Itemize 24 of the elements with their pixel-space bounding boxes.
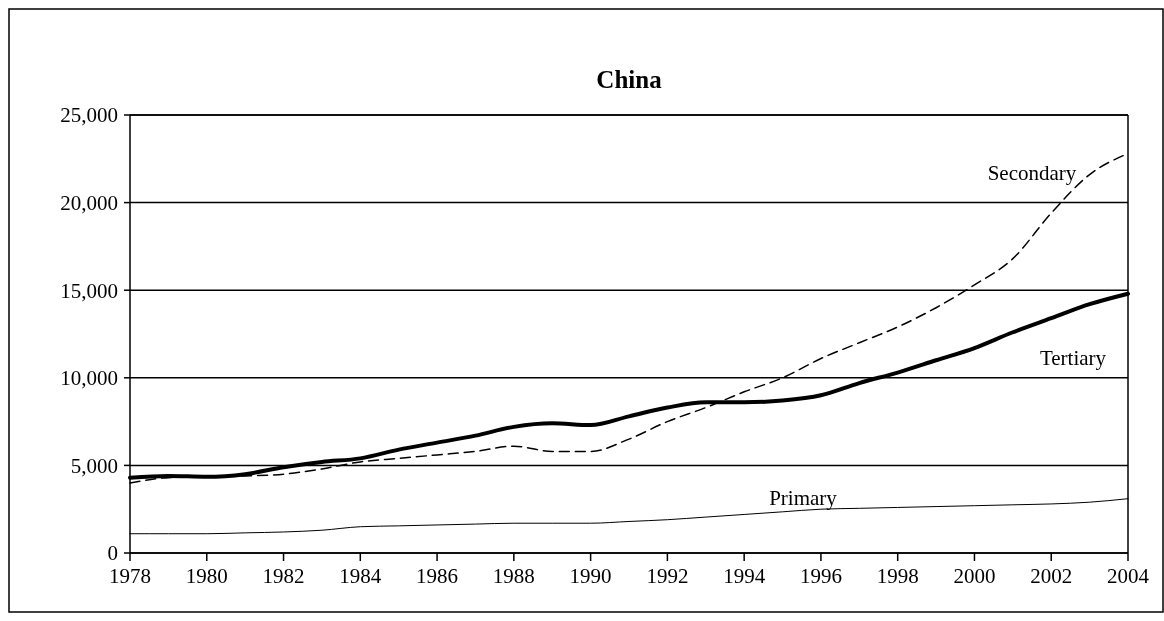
x-tick-label: 1992 xyxy=(646,564,689,588)
x-tick-label: 1984 xyxy=(339,564,382,588)
series-label: Primary xyxy=(769,486,838,510)
x-tick-label: 2002 xyxy=(1030,564,1073,588)
x-tick-label: 1996 xyxy=(799,564,842,588)
x-tick-label: 1978 xyxy=(109,564,151,588)
x-tick-label: 1980 xyxy=(185,564,228,588)
x-tick-label: 1986 xyxy=(416,564,459,588)
series-label: Tertiary xyxy=(1039,346,1107,370)
x-tick-label: 1990 xyxy=(569,564,612,588)
y-tick-label: 5,000 xyxy=(70,453,118,478)
x-tick-label: 1982 xyxy=(262,564,305,588)
y-tick-label: 15,000 xyxy=(60,278,118,303)
x-tick-label: 2004 xyxy=(1107,564,1150,588)
x-tick-label: 1998 xyxy=(876,564,919,588)
x-tick-label: 2000 xyxy=(953,564,996,588)
y-tick-label: 0 xyxy=(107,541,118,566)
series-label: Secondary xyxy=(987,161,1077,185)
y-tick-label: 10,000 xyxy=(60,366,118,391)
x-tick-label: 1988 xyxy=(492,564,535,588)
y-tick-label: 25,000 xyxy=(60,103,118,128)
y-tick-label: 20,000 xyxy=(60,190,118,215)
chart-title: China xyxy=(596,66,663,93)
x-tick-label: 1994 xyxy=(723,564,766,588)
